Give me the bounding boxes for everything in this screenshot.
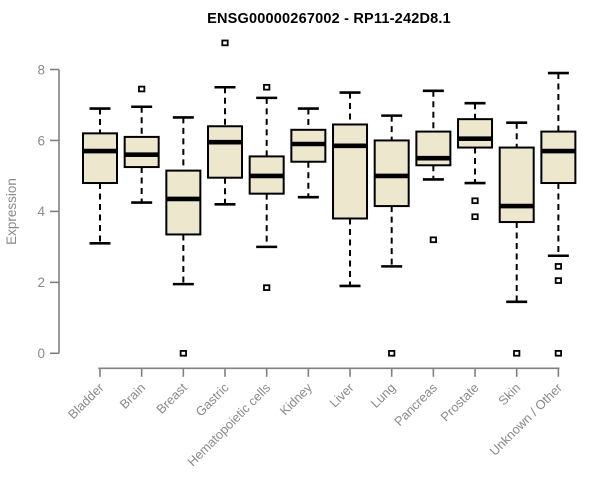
y-tick-label: 6 (37, 133, 45, 148)
boxplot-unknown-other (540, 71, 577, 357)
boxplot-bladder (82, 107, 118, 245)
box (332, 123, 369, 220)
x-tick-label-breast: Breast (153, 380, 190, 417)
boxplot-pancreas (415, 89, 452, 244)
outlier-point (429, 236, 437, 244)
y-tick-label: 4 (37, 204, 45, 219)
box (82, 132, 118, 185)
boxplot-liver (332, 91, 369, 288)
y-tick-label: 2 (37, 275, 45, 290)
outlier-point (221, 39, 229, 47)
x-tick-label-prostate: Prostate (437, 380, 481, 424)
x-tick-label-skin: Skin (495, 380, 523, 408)
x-tick-label-kidney: Kidney (277, 380, 316, 419)
x-tick-label-unknown-other: Unknown / Other (486, 380, 565, 459)
box (165, 169, 202, 236)
x-tick-label-lung: Lung (368, 380, 399, 411)
box (457, 118, 494, 149)
y-tick-label: 0 (37, 346, 45, 361)
outlier-point (554, 263, 562, 270)
outlier-point (554, 349, 562, 357)
boxplot-prostate (457, 101, 494, 221)
box (373, 139, 410, 208)
box (207, 125, 244, 179)
outlier-point (179, 349, 187, 357)
outlier-point (138, 85, 146, 93)
outlier-point (388, 349, 396, 357)
outlier-point (554, 277, 562, 284)
box (123, 135, 160, 169)
x-tick-label-brain: Brain (117, 380, 149, 412)
x-tick-label-liver: Liver (326, 380, 357, 411)
outlier-point (263, 83, 271, 91)
outlier-point (513, 349, 521, 357)
boxplot-breast (165, 116, 202, 357)
outlier-point (263, 284, 271, 291)
x-tick-label-pancreas: Pancreas (391, 380, 440, 429)
boxplot-kidney (290, 107, 327, 199)
outlier-point (471, 197, 479, 205)
boxplot-lung (373, 114, 410, 357)
y-tick-label: 8 (37, 62, 45, 77)
chart-title: ENSG00000267002 - RP11-242D8.1 (207, 11, 451, 27)
boxplot-skin (498, 121, 535, 357)
y-axis-title: Expression (4, 178, 19, 245)
x-tick-label-bladder: Bladder (65, 379, 107, 421)
box (498, 146, 535, 224)
boxplot-brain (123, 85, 160, 204)
x-tick-label-gastric: Gastric (192, 380, 232, 420)
boxplot-hematopoietic-cells (248, 83, 285, 291)
box (540, 130, 577, 185)
outlier-point (471, 213, 479, 221)
boxplot-gastric (207, 39, 244, 206)
